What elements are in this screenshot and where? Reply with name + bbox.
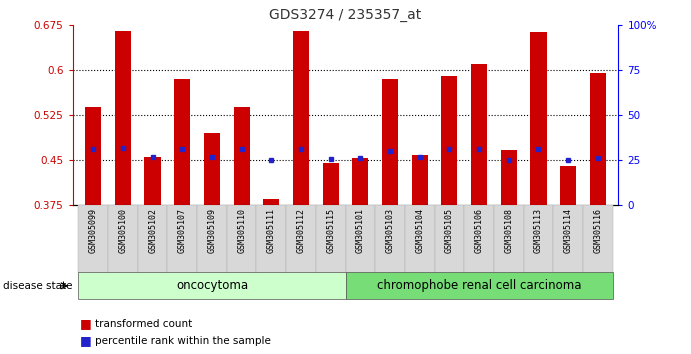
Text: percentile rank within the sample: percentile rank within the sample — [95, 336, 272, 346]
Bar — [560, 166, 576, 205]
Bar — [589, 73, 606, 205]
Text: GSM305113: GSM305113 — [534, 208, 543, 253]
Bar — [346, 272, 612, 299]
Text: GSM305115: GSM305115 — [326, 208, 335, 253]
Bar — [412, 155, 428, 205]
Text: GSM305108: GSM305108 — [504, 208, 513, 253]
Bar — [174, 79, 191, 205]
Text: GSM305111: GSM305111 — [267, 208, 276, 253]
Bar — [234, 107, 250, 205]
Bar — [471, 64, 487, 205]
Bar — [553, 205, 583, 273]
Bar — [79, 205, 108, 273]
Bar — [79, 272, 346, 299]
Bar — [316, 205, 346, 273]
Text: GSM305102: GSM305102 — [148, 208, 157, 253]
Bar — [138, 205, 167, 273]
Bar — [197, 205, 227, 273]
Bar — [323, 163, 339, 205]
Bar — [583, 205, 612, 273]
Text: GSM305101: GSM305101 — [356, 208, 365, 253]
Bar — [375, 205, 405, 273]
Text: oncocytoma: oncocytoma — [176, 279, 248, 292]
Text: GSM305110: GSM305110 — [237, 208, 246, 253]
Text: chromophobe renal cell carcinoma: chromophobe renal cell carcinoma — [377, 279, 581, 292]
Title: GDS3274 / 235357_at: GDS3274 / 235357_at — [269, 8, 422, 22]
Bar — [464, 205, 494, 273]
Bar — [167, 205, 197, 273]
Bar — [293, 31, 309, 205]
Bar — [115, 31, 131, 205]
Bar — [500, 150, 517, 205]
Bar — [144, 157, 161, 205]
Text: GSM305109: GSM305109 — [207, 208, 216, 253]
Bar — [85, 107, 102, 205]
Bar — [352, 158, 368, 205]
Bar — [435, 205, 464, 273]
Bar — [263, 199, 279, 205]
Text: GSM305107: GSM305107 — [178, 208, 187, 253]
Text: GSM305112: GSM305112 — [296, 208, 305, 253]
Bar — [346, 205, 375, 273]
Text: GSM305099: GSM305099 — [89, 208, 98, 253]
Text: GSM305106: GSM305106 — [475, 208, 484, 253]
Bar — [405, 205, 435, 273]
Bar — [204, 133, 220, 205]
Bar — [441, 76, 457, 205]
Text: ■: ■ — [79, 334, 91, 347]
Bar — [256, 205, 286, 273]
Text: ■: ■ — [79, 318, 91, 330]
Text: GSM305116: GSM305116 — [593, 208, 602, 253]
Text: GSM305105: GSM305105 — [445, 208, 454, 253]
Text: GSM305104: GSM305104 — [415, 208, 424, 253]
Text: GSM305114: GSM305114 — [563, 208, 573, 253]
Text: transformed count: transformed count — [95, 319, 193, 329]
Bar — [494, 205, 524, 273]
Text: disease state: disease state — [3, 281, 73, 291]
Bar — [530, 32, 547, 205]
Bar — [286, 205, 316, 273]
Bar — [227, 205, 256, 273]
Bar — [108, 205, 138, 273]
Bar — [524, 205, 553, 273]
Text: GSM305100: GSM305100 — [118, 208, 128, 253]
Text: GSM305103: GSM305103 — [386, 208, 395, 253]
Bar — [382, 79, 398, 205]
